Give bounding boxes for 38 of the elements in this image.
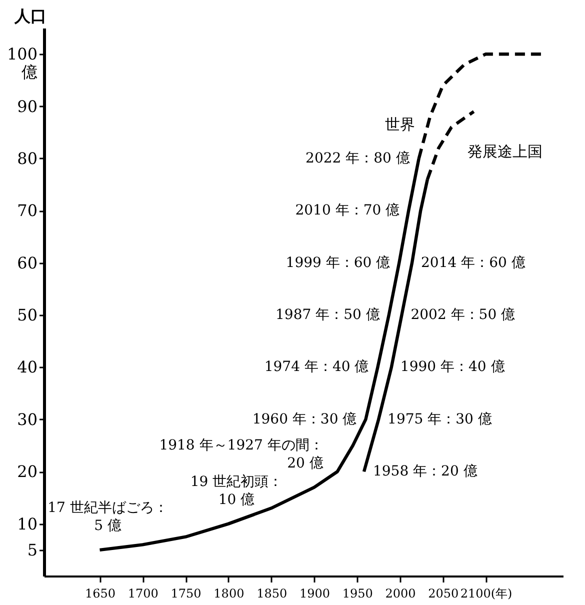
x-tick-label: 1650: [84, 586, 116, 600]
y-tick-label: 70: [17, 201, 38, 220]
text: 発展途上国: [467, 142, 542, 160]
data-label: 1990 年：40 億: [400, 359, 505, 376]
data-label: 1987 年：50 億: [276, 307, 380, 324]
data-label: 1960 年：30 億: [252, 411, 357, 428]
y-tick-label: 80: [17, 148, 38, 168]
y-tick-label: 5: [27, 540, 38, 560]
data-label: 1975 年：30 億: [388, 411, 492, 428]
x-tick-label: 2100(年): [460, 586, 512, 600]
data-label: 1958 年：20 億: [372, 464, 478, 480]
data-label: 1974 年：40 億: [264, 359, 369, 376]
x-tick-label: 2000: [385, 586, 416, 600]
y-axis-title: 人口: [14, 6, 46, 26]
data-label: 1918 年～1927 年の間： 20 億: [159, 438, 324, 472]
y-tick-label: 40: [17, 358, 38, 377]
x-tick-label: 2050: [428, 586, 459, 600]
data-label: 19 世紀初頭： 10 億: [190, 474, 283, 508]
x-tick-label: 1700: [128, 586, 158, 600]
x-tick-label: 1750: [170, 586, 202, 600]
y-tick-label: 90: [17, 96, 38, 116]
x-tick-label: 1800: [214, 586, 244, 600]
data-label: 1999 年：60 億: [286, 254, 390, 271]
x-tick-label: 1900: [299, 586, 330, 600]
data-label: 2022 年：80 億: [306, 150, 410, 166]
y-tick-label: 100 億: [6, 44, 38, 82]
x-tick-label: 1950: [342, 586, 373, 600]
data-label: 2010 年：70 億: [295, 202, 400, 219]
y-tick-label: 20: [17, 462, 38, 482]
data-label: 2002 年：50 億: [410, 307, 516, 324]
x-tick-label: 1850: [256, 586, 288, 600]
series-label: 世界: [384, 115, 415, 134]
y-tick-label: 30: [17, 410, 38, 429]
y-tick-label: 50: [17, 306, 38, 325]
y-tick-label: 10: [17, 514, 38, 534]
data-label: 17 世紀半ばごろ： 5 億: [48, 500, 168, 534]
data-label: 2014 年：60 億: [421, 254, 526, 271]
y-tick-label: 60: [17, 253, 38, 272]
